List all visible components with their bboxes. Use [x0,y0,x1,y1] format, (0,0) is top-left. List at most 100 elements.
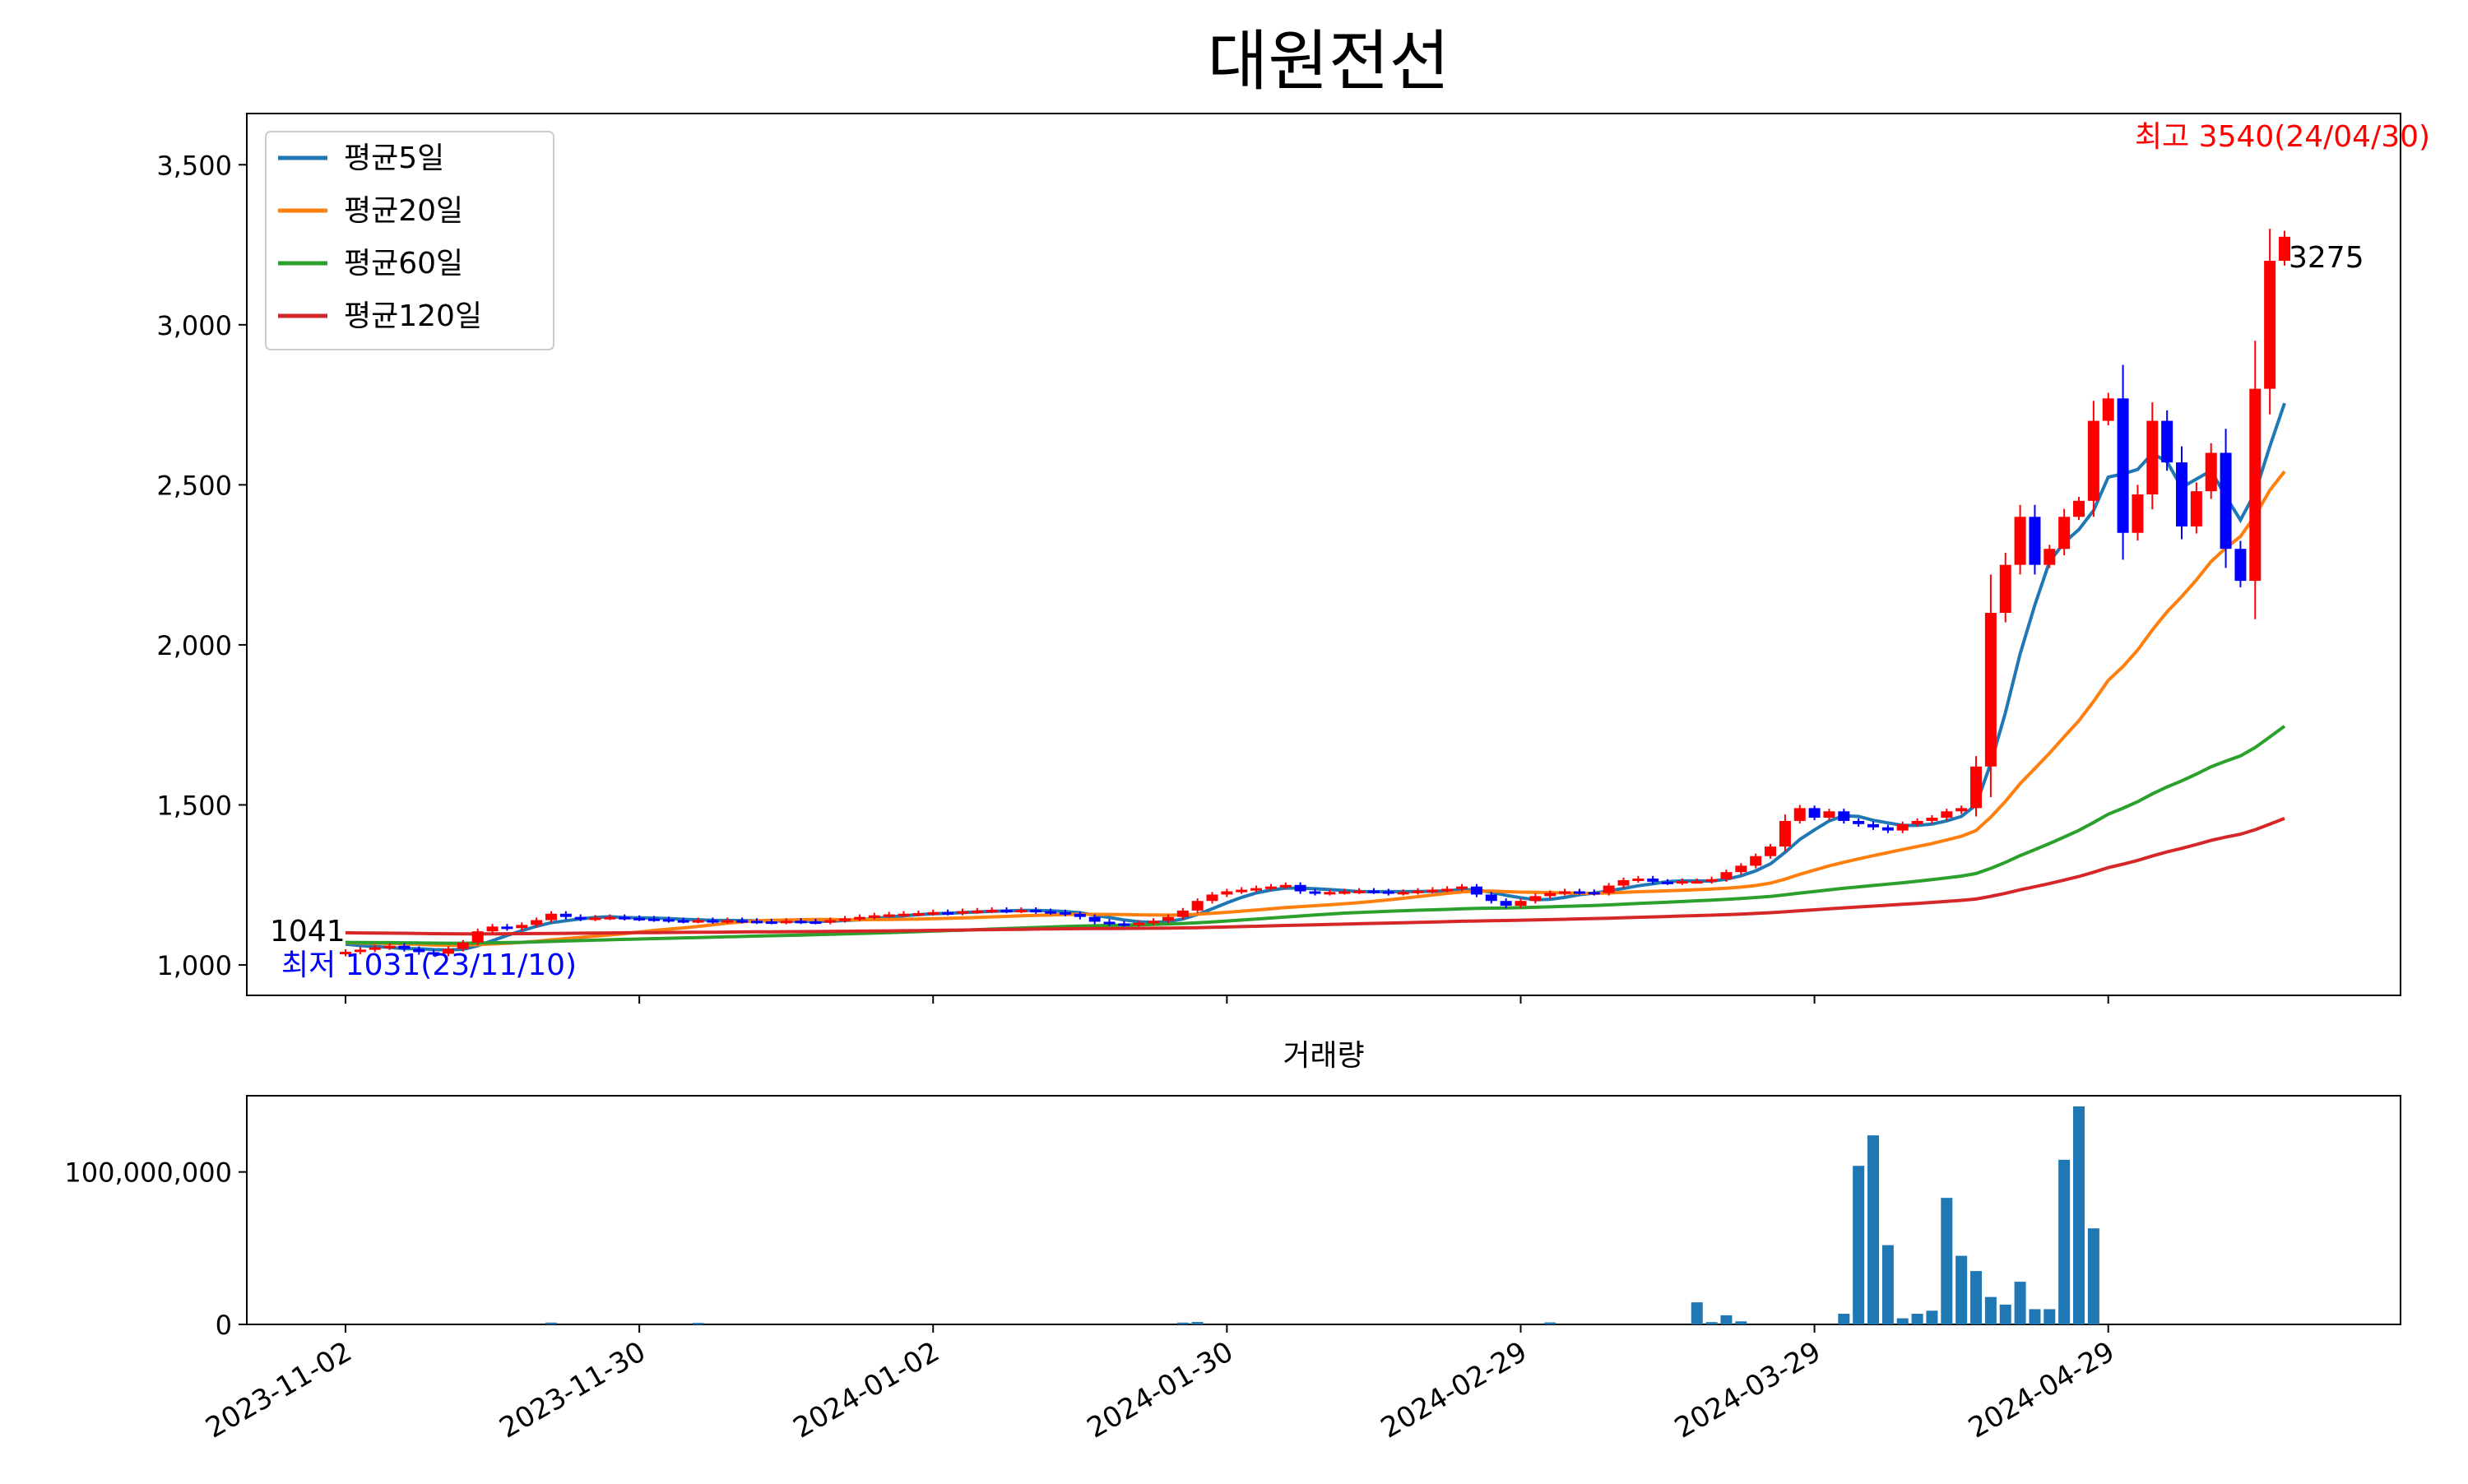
candle-body [1544,893,1556,897]
volume-title: 거래량 [1283,1039,1364,1073]
last-close-annotation: 3275 [2289,241,2364,275]
candle-body [707,920,719,923]
candle-body [354,949,366,953]
candle-body [1059,911,1071,915]
candle-body [1926,818,1938,821]
volume-bar [1838,1314,1850,1324]
candle-body [340,952,351,955]
candle-body [971,910,983,913]
candle-body [589,917,601,921]
candle-body [1397,892,1409,895]
candle-body [442,948,454,954]
candle-body [1176,910,1189,917]
candle-body [2087,420,2099,501]
volume-bar [1984,1296,1997,1324]
price-y-tick-label: 3,000 [156,310,232,341]
chart-title: 대원전선 [1208,23,1450,100]
volume-bar [1896,1318,1909,1324]
candle-body [2102,398,2114,421]
candle-body [1133,922,1145,925]
candle-body [750,921,763,924]
candle-body [647,918,660,921]
candle-body [2161,420,2173,463]
candle-body [1324,892,1336,895]
candle-body [531,920,543,925]
first-close-annotation: 1041 [270,915,346,948]
candle-body [1573,891,1585,894]
candlesticks [340,229,2290,957]
ma-line-20 [345,470,2286,948]
volume-bar [1191,1322,1204,1324]
volume-bar [2073,1106,2085,1324]
candle-body [1103,921,1116,925]
candle-body [471,931,484,943]
candle-body [1279,884,1292,888]
candle-body [1984,613,1997,767]
volume-bar [1705,1322,1718,1324]
volume-bar [1970,1271,1983,1324]
ma-line-60 [345,725,2286,945]
candle-body [1000,910,1013,913]
candle-body [413,948,425,953]
candle-body [1294,884,1306,892]
price-annotations: 최고 3540(24/04/30) 최저 1031(23/11/10) 1041… [270,120,2430,982]
candle-body [1647,878,1659,882]
candle-body [1617,879,1630,886]
candle-body [1529,896,1542,902]
volume-y-tick-label: 100,000,000 [64,1157,232,1189]
volume-bar [1720,1315,1733,1324]
candle-body [868,915,880,918]
volume-bar [2058,1159,2071,1324]
legend-label: 평균120일 [344,299,482,333]
candle-body [1045,911,1057,914]
candle-body [383,945,396,948]
candle-body [912,912,925,916]
candle-body [1338,891,1351,894]
candle-body [795,921,807,924]
candle-body [369,947,381,950]
candle-body [1676,881,1688,884]
candle-body [986,910,998,913]
volume-x-tick-label: 2024-01-30 [1082,1335,1239,1445]
candle-body [1191,901,1204,911]
candle-body [2264,260,2276,389]
candle-body [574,916,587,920]
candle-body [927,911,939,915]
candle-body [2176,462,2188,526]
candle-body [1559,891,1571,894]
candle-body [1941,811,1953,819]
candle-body [1603,885,1615,893]
candle-body [428,952,440,955]
volume-x-tick-label: 2024-04-29 [1963,1335,2120,1445]
candle-body [516,925,528,929]
volume-x-axis: 2023-11-02 2023-11-30 2024-01-02 2024-01-30… [200,1324,2120,1445]
candle-body [1705,879,1718,882]
candle-body [1970,766,1983,809]
candle-body [780,921,792,924]
candle-body [2014,517,2026,565]
candle-body [633,917,646,921]
price-y-tick-label: 1,000 [156,950,232,981]
candle-body [721,920,734,923]
candle-body [736,920,749,923]
volume-x-tick-label: 2023-11-30 [494,1335,652,1445]
candle-body [1382,891,1394,894]
candle-body [1412,890,1424,893]
volume-y-axis: 0 100,000,000 [64,1157,247,1341]
candle-body [898,913,910,916]
candle-body [1427,889,1439,893]
candle-body [1250,888,1263,891]
volume-x-tick-label: 2024-03-29 [1669,1335,1826,1445]
candle-body [1911,820,1923,824]
candle-body [2279,236,2290,261]
candle-body [2058,517,2071,550]
candle-body [604,916,616,920]
candle-body [1691,881,1703,884]
candle-body [1162,916,1174,921]
legend-label: 평균5일 [344,141,444,175]
candle-body [1074,913,1086,917]
candle-body [1632,878,1645,881]
candle-body [662,919,675,922]
candle-body [2117,398,2129,533]
